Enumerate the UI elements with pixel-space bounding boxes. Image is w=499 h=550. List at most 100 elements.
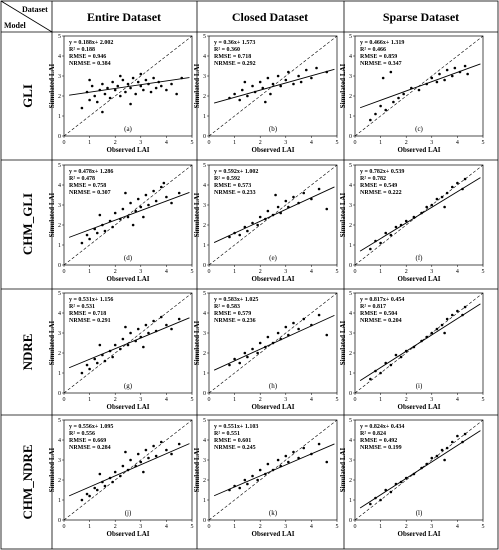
data-point bbox=[103, 484, 107, 488]
data-point bbox=[95, 488, 99, 492]
x-axis-label: Observed LAI bbox=[252, 403, 295, 411]
x-tick-label: 1 bbox=[379, 269, 382, 275]
data-point bbox=[404, 219, 408, 223]
y-tick-label: 2 bbox=[203, 478, 206, 484]
data-point bbox=[80, 241, 84, 245]
data-point bbox=[129, 201, 132, 205]
data-point bbox=[450, 440, 454, 444]
data-point bbox=[126, 215, 130, 219]
x-axis-label: Observed LAI bbox=[252, 530, 295, 538]
stat-r2: R² = 0.556 bbox=[69, 431, 95, 437]
data-point bbox=[149, 90, 153, 94]
x-tick-label: 4 bbox=[310, 397, 313, 403]
data-point bbox=[258, 215, 262, 219]
data-point bbox=[292, 321, 295, 325]
data-point bbox=[165, 88, 168, 92]
y-tick-label: 4 bbox=[203, 438, 206, 444]
x-tick-label: 5 bbox=[482, 524, 485, 530]
x-tick-label: 0 bbox=[63, 524, 66, 530]
data-point bbox=[106, 86, 109, 90]
data-point bbox=[389, 70, 393, 74]
data-point bbox=[159, 185, 163, 189]
x-tick-label: 3 bbox=[139, 524, 142, 530]
y-tick-label: 0 bbox=[349, 391, 352, 397]
stat-equation: y = 0.478x+ 1.286 bbox=[69, 169, 113, 175]
x-tick-label: 5 bbox=[482, 269, 485, 275]
x-tick-label: 1 bbox=[233, 524, 236, 530]
data-point bbox=[88, 78, 91, 82]
data-point bbox=[119, 74, 122, 78]
x-axis-label: Observed LAI bbox=[398, 530, 441, 538]
x-tick-label: 2 bbox=[259, 140, 262, 146]
y-tick-label: 1 bbox=[349, 371, 352, 377]
stat-rmse: RMSE = 0.718 bbox=[69, 311, 106, 317]
data-point bbox=[258, 468, 262, 472]
data-point bbox=[443, 78, 446, 82]
data-point bbox=[302, 446, 306, 450]
data-point bbox=[129, 458, 132, 462]
x-tick-label: 1 bbox=[88, 397, 91, 403]
y-tick-label: 0 bbox=[203, 391, 206, 397]
data-point bbox=[113, 470, 117, 474]
regression-line bbox=[213, 443, 335, 497]
y-tick-label: 2 bbox=[58, 478, 61, 484]
x-tick-label: 5 bbox=[191, 269, 194, 275]
data-point bbox=[144, 448, 148, 452]
panel-letter: (i) bbox=[416, 382, 423, 390]
data-point bbox=[246, 355, 249, 359]
data-point bbox=[131, 76, 135, 80]
data-point bbox=[238, 98, 242, 102]
x-axis-label: Observed LAI bbox=[107, 146, 150, 154]
x-tick-label: 2 bbox=[405, 524, 408, 530]
stat-equation: y = 0.36x+ 1.573 bbox=[214, 40, 255, 46]
data-point bbox=[152, 444, 155, 448]
regression-line bbox=[68, 443, 190, 497]
x-axis-label: Observed LAI bbox=[398, 275, 441, 283]
data-point bbox=[228, 235, 231, 239]
x-tick-label: 3 bbox=[139, 397, 142, 403]
x-tick-label: 0 bbox=[63, 140, 66, 146]
column-header-sparse: Sparse Dataset bbox=[383, 10, 459, 24]
data-point bbox=[111, 225, 114, 229]
stat-rmse: RMSE = 0.573 bbox=[214, 183, 251, 189]
data-point bbox=[276, 331, 280, 335]
x-tick-label: 2 bbox=[405, 397, 408, 403]
stat-nrmse: NRMSE = 0.291 bbox=[69, 318, 111, 324]
row-header-gli: GLI bbox=[20, 84, 35, 108]
data-point bbox=[389, 490, 393, 494]
stat-nrmse: NRMSE = 0.204 bbox=[360, 318, 402, 324]
x-tick-label: 4 bbox=[310, 269, 313, 275]
data-point bbox=[144, 323, 148, 327]
y-tick-label: 2 bbox=[349, 223, 352, 229]
x-axis-label: Observed LAI bbox=[252, 146, 295, 154]
stat-equation: y = 0.466x+ 1.319 bbox=[360, 40, 404, 46]
data-point bbox=[175, 92, 178, 96]
data-point bbox=[170, 82, 173, 86]
data-point bbox=[93, 94, 97, 98]
y-tick-label: 2 bbox=[203, 223, 206, 229]
data-point bbox=[136, 197, 140, 201]
stat-equation: y = 0.592x+ 1.002 bbox=[214, 169, 258, 175]
y-tick-label: 0 bbox=[203, 263, 206, 269]
panel-letter: (e) bbox=[269, 254, 277, 262]
x-axis-label: Observed LAI bbox=[398, 146, 441, 154]
stat-rmse: RMSE = 0.946 bbox=[69, 54, 106, 60]
data-point bbox=[269, 92, 272, 96]
data-point bbox=[266, 76, 270, 80]
stat-r2: R² = 0.478 bbox=[69, 176, 95, 182]
data-point bbox=[317, 187, 321, 191]
y-axis-label: Simulated LAI bbox=[339, 63, 347, 108]
data-point bbox=[430, 456, 434, 460]
y-tick-label: 5 bbox=[349, 34, 352, 40]
y-tick-label: 3 bbox=[203, 203, 206, 209]
regression-line bbox=[359, 177, 481, 252]
panel-letter: (h) bbox=[269, 382, 278, 390]
data-point bbox=[121, 337, 125, 341]
x-tick-label: 4 bbox=[310, 140, 313, 146]
data-point bbox=[142, 88, 145, 92]
data-point bbox=[443, 331, 446, 335]
data-point bbox=[292, 82, 295, 86]
